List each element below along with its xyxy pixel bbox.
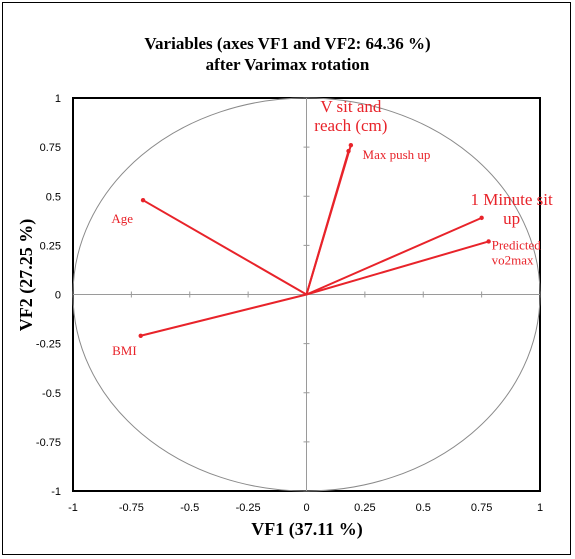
variable-label-max-push-up: Max push up: [363, 147, 431, 162]
chart-title-line-1: Variables (axes VF1 and VF2: 64.36 %): [144, 34, 431, 53]
variable-label-bmi: BMI: [112, 343, 137, 358]
y-tick-label: 1: [55, 93, 61, 105]
vector-bmi: [140, 293, 307, 337]
vector-age: [142, 199, 307, 296]
x-tick-label: -0.75: [119, 502, 144, 514]
x-tick-label: -0.5: [180, 502, 199, 514]
vector-point-age: [140, 197, 146, 203]
x-axis-label: VF1 (37.11 %): [251, 519, 363, 539]
variable-label-v-sit-and-reach-cm: V sit and reach (cm): [314, 97, 387, 135]
chart-title: Variables (axes VF1 and VF2: 64.36 %) af…: [0, 33, 575, 75]
x-tick-label: -0.25: [236, 502, 261, 514]
variable-label-predicted-vo2max: Predicted vo2max: [492, 237, 542, 267]
vector-point-max-push-up: [346, 148, 351, 154]
y-tick-label: 0.75: [40, 142, 61, 154]
y-tick-label: 0.5: [46, 191, 61, 203]
chart-title-line-2: after Varimax rotation: [205, 55, 370, 74]
vector-point-predicted-vo2max: [486, 239, 491, 244]
variable-label-age: Age: [111, 211, 133, 226]
y-tick-label: -1: [51, 486, 61, 498]
x-tick-label: 1: [537, 502, 543, 514]
x-tick-label: 0.25: [354, 502, 375, 514]
x-tick-label: 0.75: [471, 502, 492, 514]
y-axis-label: VF2 (27.25 %): [16, 218, 36, 332]
y-tick-label: 0.25: [40, 240, 61, 252]
vector-max-push-up: [305, 150, 350, 295]
vector-point-v-sit-and-reach-cm: [348, 142, 354, 148]
y-tick-label: 0: [55, 290, 61, 302]
y-tick-label: -0.5: [42, 388, 61, 400]
y-tick-label: -0.75: [36, 437, 61, 449]
y-tick-label: -0.25: [36, 339, 61, 351]
vector-point-bmi: [138, 333, 143, 338]
vector-1-minute-sit-up: [306, 216, 483, 296]
x-tick-label: 0.5: [416, 502, 431, 514]
x-tick-label: 0: [303, 502, 309, 514]
chart-frame: [2, 2, 571, 555]
x-tick-label: -1: [68, 502, 78, 514]
vector-point-1-minute-sit-up: [479, 215, 484, 221]
vector-predicted-vo2max: [306, 240, 489, 296]
variable-label-1-minute-sit-up: 1 Minute sit up: [471, 190, 553, 228]
